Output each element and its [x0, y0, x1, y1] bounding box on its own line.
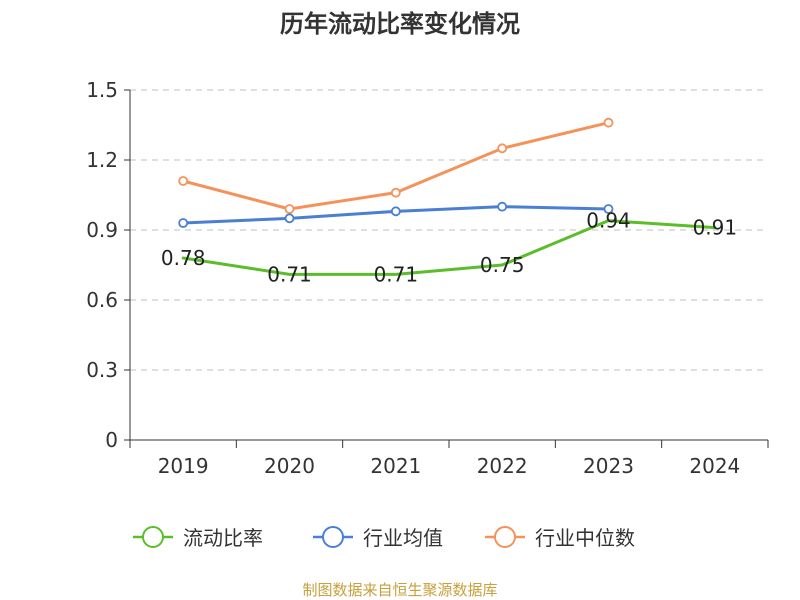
- data-point[interactable]: [497, 143, 508, 154]
- data-label: 0.71: [267, 262, 312, 286]
- y-tick-label: 0.9: [86, 218, 118, 242]
- series-0: [181, 219, 717, 276]
- data-point[interactable]: [178, 176, 189, 186]
- data-label: 0.71: [374, 262, 419, 286]
- data-label: 0.94: [586, 209, 631, 233]
- data-point[interactable]: [603, 204, 614, 214]
- y-tick-label: 0: [105, 428, 118, 452]
- y-tick-label: 1.2: [86, 148, 118, 172]
- data-labels: 0.78 0.71 0.71 0.75 0.94 0.91: [161, 209, 737, 287]
- source-note: 制图数据来自恒生聚源数据库: [302, 581, 497, 599]
- x-tick-label: 2022: [477, 454, 528, 478]
- series-1: [178, 201, 614, 228]
- legend-item-0[interactable]: 流动比率: [133, 526, 263, 550]
- data-point[interactable]: [284, 213, 295, 224]
- x-tick-label: 2024: [689, 454, 740, 478]
- data-label: 0.91: [693, 216, 738, 240]
- data-point[interactable]: [390, 187, 401, 198]
- data-point[interactable]: [603, 117, 614, 128]
- y-tick-label: 1.5: [86, 78, 118, 102]
- x-tick-label: 2020: [264, 454, 315, 478]
- data-point[interactable]: [390, 206, 401, 217]
- legend-item-1[interactable]: 行业均值: [313, 526, 443, 550]
- data-label: 0.78: [161, 246, 206, 270]
- data-point[interactable]: [284, 204, 295, 214]
- legend[interactable]: 流动比率 行业均值 行业中位数: [133, 526, 635, 550]
- axes: 0 0.3 0.6 0.9 1.2 1.5 2019 2020 2021 2022 2023 2024: [86, 78, 769, 478]
- x-tick-label: 2021: [370, 454, 421, 478]
- y-tick-label: 0.3: [86, 358, 118, 382]
- legend-label: 行业均值: [363, 526, 443, 550]
- grid: [130, 89, 768, 371]
- legend-swatch-marker: [322, 526, 344, 548]
- data-point[interactable]: [178, 218, 189, 228]
- series-2: [178, 117, 614, 214]
- legend-label: 行业中位数: [535, 526, 635, 550]
- x-tick-label: 2023: [583, 454, 634, 478]
- chart-title: 历年流动比率变化情况: [280, 10, 520, 38]
- data-point[interactable]: [497, 201, 508, 212]
- x-tick-label: 2019: [158, 454, 209, 478]
- legend-swatch-marker: [142, 526, 164, 548]
- data-label: 0.75: [480, 253, 525, 277]
- series-area: [178, 117, 717, 276]
- series-line: [181, 219, 717, 276]
- legend-label: 流动比率: [183, 526, 263, 550]
- legend-swatch-marker: [494, 526, 516, 548]
- legend-item-2[interactable]: 行业中位数: [485, 526, 635, 550]
- y-tick-label: 0.6: [86, 288, 118, 312]
